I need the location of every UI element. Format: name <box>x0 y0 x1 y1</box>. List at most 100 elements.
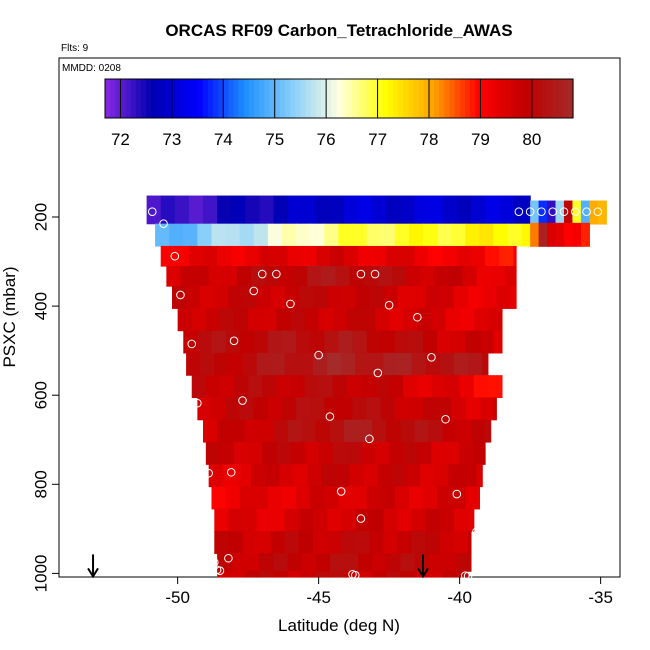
colorbar-segment <box>197 79 204 118</box>
colorbar-segment <box>542 79 548 118</box>
heatmap-cell <box>301 245 317 267</box>
heatmap-cell <box>468 286 483 309</box>
colorbar-segment <box>562 79 569 118</box>
colorbar-segment <box>228 79 235 118</box>
colorbar-segment <box>398 79 404 118</box>
heatmap-cell <box>391 464 407 488</box>
colorbar-segment <box>187 79 194 118</box>
colorbar-segment <box>300 79 307 118</box>
heatmap-cell <box>346 375 362 399</box>
colorbar-segment <box>423 79 430 118</box>
colorbar-tick-label: 75 <box>265 130 284 149</box>
heatmap-cell <box>417 375 433 399</box>
colorbar-segment <box>495 79 502 118</box>
colorbar-segment <box>557 79 564 118</box>
heatmap-cell <box>290 375 306 399</box>
heatmap-cell <box>425 531 441 554</box>
heatmap-cell <box>411 508 427 532</box>
heatmap-cell <box>335 464 351 488</box>
sample-point <box>325 412 335 421</box>
heatmap-cell <box>200 352 215 376</box>
heatmap-cell <box>487 375 503 399</box>
heatmap-cell <box>372 571 387 578</box>
heatmap-cell <box>228 352 244 376</box>
date-label: MMDD: 0208 <box>62 63 121 74</box>
heatmap-cell <box>242 531 258 554</box>
heatmap-cell <box>287 571 303 578</box>
colorbar-segment <box>387 79 394 118</box>
heatmap-cell <box>499 195 514 225</box>
heatmap-cell <box>521 223 531 247</box>
sample-point <box>147 207 157 216</box>
heatmap-cell <box>270 286 286 309</box>
heatmap-cell <box>442 195 458 225</box>
heatmap-cell <box>375 441 390 465</box>
colorbar-segment <box>408 79 415 118</box>
heatmap-cell <box>256 531 272 554</box>
heatmap-cell <box>597 200 607 225</box>
heatmap-cell <box>383 508 399 532</box>
heatmap-cell <box>493 330 503 354</box>
heatmap-cell <box>307 266 323 287</box>
heatmap-cell <box>290 441 306 465</box>
heatmap-cell <box>346 441 362 465</box>
heatmap-cell <box>228 508 244 532</box>
heatmap-cell <box>214 531 229 554</box>
heatmap-cell <box>205 375 221 399</box>
heatmap-cell <box>231 245 246 267</box>
heatmap-cell <box>397 352 413 376</box>
flight-markers <box>87 554 429 579</box>
colorbar-segment <box>321 79 327 118</box>
colorbar-segment <box>161 79 168 118</box>
heatmap-cell <box>329 419 345 443</box>
heatmap-cell <box>236 266 252 287</box>
heatmap-cell <box>146 195 162 225</box>
heatmap-cell <box>504 266 517 287</box>
sample-point <box>559 207 569 216</box>
heatmap-cell <box>499 245 514 267</box>
heatmap-cell <box>287 195 303 225</box>
colorbar-segment <box>331 79 338 118</box>
heatmap-cell <box>493 397 497 421</box>
y-tick-label: 400 <box>32 292 51 320</box>
heatmap-cell <box>231 195 246 225</box>
heatmap-cell <box>301 419 317 443</box>
heatmap-cell <box>248 308 263 332</box>
heatmap-cell <box>425 508 441 532</box>
heatmap-cell <box>459 441 475 465</box>
heatmap-cell <box>222 266 238 287</box>
heatmap-cell <box>234 308 249 332</box>
colorbar-segment <box>516 79 523 118</box>
heatmap-cell <box>468 352 483 376</box>
heatmap-cell <box>265 266 280 287</box>
heatmap-cell <box>332 308 348 332</box>
heatmap-cell <box>262 308 277 332</box>
heatmap-cell <box>214 508 229 532</box>
heatmap-cell <box>428 553 444 572</box>
heatmap-cell <box>408 486 424 510</box>
heatmap-cell <box>442 571 458 578</box>
heatmap-cell <box>394 223 410 247</box>
sample-point <box>548 207 558 216</box>
colorbar-segment <box>506 79 512 118</box>
colorbar-segment <box>207 79 214 118</box>
heatmap-cell <box>296 486 311 510</box>
heatmap-cell <box>456 571 469 578</box>
heatmap-cell <box>397 508 413 532</box>
heatmap-cell <box>417 308 433 332</box>
heatmap-cell <box>400 195 416 225</box>
heatmap-cell <box>417 441 433 465</box>
heatmap-cell <box>473 375 489 399</box>
colorbar-segment <box>295 79 302 118</box>
heatmap-cell <box>332 441 348 465</box>
heatmap-cell <box>465 486 480 510</box>
heatmap-cell <box>580 200 590 225</box>
heatmap-cell <box>197 223 213 247</box>
x-tick-label: -35 <box>588 588 613 607</box>
heatmap-cell <box>462 266 478 287</box>
heatmap-cell <box>372 245 387 267</box>
colorbar-segment <box>526 79 533 118</box>
heatmap-cell <box>369 508 385 532</box>
colorbar-segment <box>135 79 142 118</box>
colorbar-segment <box>418 79 425 118</box>
